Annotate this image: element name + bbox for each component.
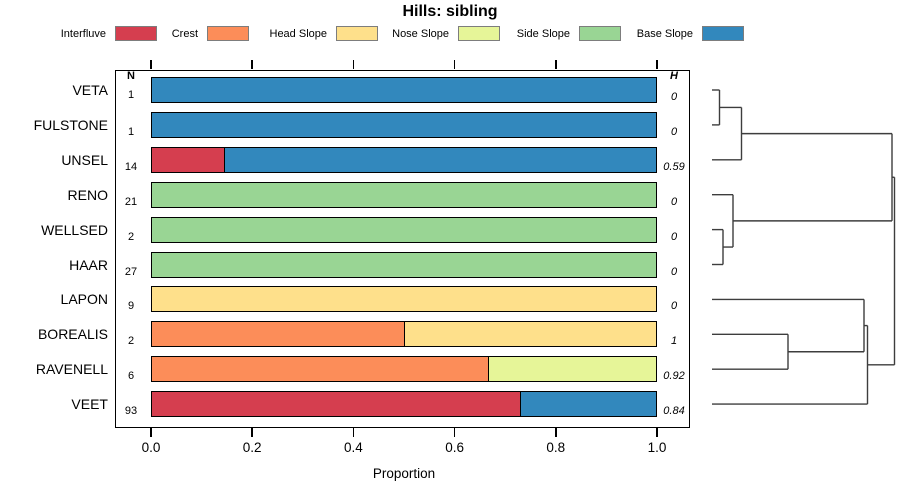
legend-label: Side Slope xyxy=(516,28,570,40)
n-value: 2 xyxy=(127,230,135,243)
bar-segment xyxy=(152,78,656,102)
legend-label: Interfluve xyxy=(60,28,106,40)
legend-swatch xyxy=(336,26,378,41)
axis-tick-label: 0.8 xyxy=(546,440,566,455)
n-value: 1 xyxy=(127,125,135,138)
bar-row xyxy=(151,146,657,173)
legend-swatch xyxy=(458,26,500,41)
axis-tick xyxy=(656,428,658,437)
row-label: VETA xyxy=(72,82,108,98)
row-label: RAVENELL xyxy=(35,361,108,378)
n-value: 14 xyxy=(124,160,138,173)
row-label: WELLSED xyxy=(41,221,108,238)
bar-segment xyxy=(152,252,656,277)
bar-row xyxy=(151,111,657,138)
axis-tick xyxy=(453,428,456,437)
chart-title: Hills: sibling xyxy=(402,3,498,20)
h-value: 0 xyxy=(670,300,678,313)
h-value: 0.59 xyxy=(663,160,685,173)
axis-tick xyxy=(352,60,355,69)
bar-row xyxy=(151,321,657,348)
axis-tick xyxy=(150,60,152,69)
bar-segment xyxy=(152,182,656,207)
legend-label: Crest xyxy=(171,28,198,40)
bar-row xyxy=(151,77,657,103)
axis-tick-label: 0.0 xyxy=(141,440,161,455)
n-column-header: N xyxy=(127,70,135,82)
h-value: 0 xyxy=(670,230,678,243)
h-value: 0 xyxy=(670,195,678,208)
axis-tick xyxy=(352,428,355,437)
h-value: 0 xyxy=(670,125,678,138)
row-label: LAPON xyxy=(60,291,108,308)
bar-segment xyxy=(520,392,656,417)
x-axis-title: Proportion xyxy=(372,466,436,481)
bar-row xyxy=(151,356,657,383)
h-value: 1 xyxy=(670,335,678,348)
h-value: 0.84 xyxy=(663,405,685,418)
legend-swatch xyxy=(579,26,621,41)
axis-tick-label: 0.2 xyxy=(242,440,262,455)
h-value: 0.92 xyxy=(663,370,685,383)
n-value: 27 xyxy=(124,265,138,278)
legend-label: Base Slope xyxy=(636,28,693,40)
h-value: 0 xyxy=(670,91,678,103)
bar-segment xyxy=(152,217,656,242)
axis-tick xyxy=(453,60,456,69)
h-value: 0 xyxy=(670,265,678,278)
legend-swatch xyxy=(702,26,744,41)
legend-label: Head Slope xyxy=(269,28,328,40)
bar-segment xyxy=(488,357,656,382)
axis-tick-label: 1.0 xyxy=(647,440,667,455)
row-label: FULSTONE xyxy=(33,116,108,133)
row-label: RENO xyxy=(67,186,108,203)
bar-segment xyxy=(152,112,656,137)
axis-tick xyxy=(555,60,557,69)
axis-tick xyxy=(555,428,557,437)
n-value: 21 xyxy=(124,195,138,208)
row-label: BOREALIS xyxy=(37,326,108,343)
row-label: HAAR xyxy=(69,256,108,273)
axis-tick xyxy=(251,428,253,437)
n-value: 9 xyxy=(127,300,135,313)
bar-segment xyxy=(152,147,225,172)
h-column-header: H xyxy=(670,70,678,82)
axis-tick-label: 0.6 xyxy=(445,440,464,455)
bar-segment xyxy=(152,357,489,382)
row-label: VEET xyxy=(71,396,108,413)
legend-label: Nose Slope xyxy=(392,28,449,40)
axis-tick xyxy=(251,60,253,69)
legend-swatch xyxy=(115,26,157,41)
bar-row xyxy=(151,391,657,418)
n-value: 6 xyxy=(127,370,135,383)
bar-row xyxy=(151,286,657,313)
bar-row xyxy=(151,216,657,243)
bar-segment xyxy=(404,322,656,347)
n-value: 2 xyxy=(127,335,135,348)
axis-tick xyxy=(150,428,152,437)
axis-tick xyxy=(656,60,658,69)
n-value: 1 xyxy=(127,89,135,101)
legend-swatch xyxy=(207,26,249,41)
bar-segment xyxy=(152,287,656,312)
bar-segment xyxy=(152,392,521,417)
bar-segment xyxy=(224,147,656,172)
n-value: 93 xyxy=(124,405,138,418)
bar-segment xyxy=(152,322,404,347)
axis-tick-label: 0.4 xyxy=(344,440,363,455)
row-label: UNSEL xyxy=(61,151,108,168)
bar-row xyxy=(151,251,657,278)
bar-row xyxy=(151,181,657,208)
